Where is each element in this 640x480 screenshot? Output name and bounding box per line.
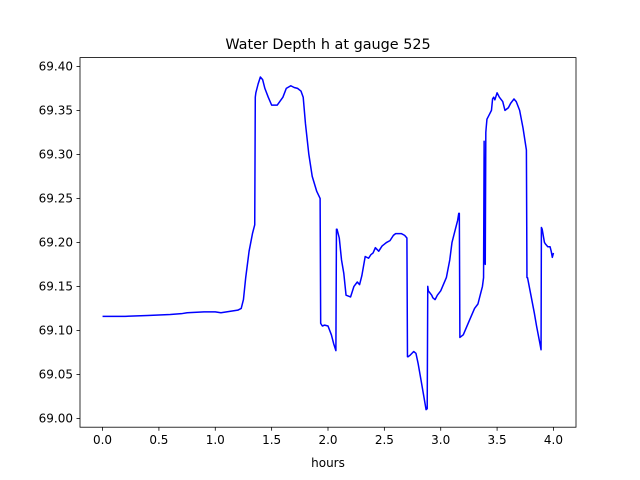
y-tick-label: 69.25: [39, 192, 73, 206]
x-tick-label: 4.0: [544, 433, 563, 447]
y-tick-label: 69.00: [39, 412, 73, 426]
x-tick-label: 2.0: [318, 433, 337, 447]
x-tick-label: 1.0: [206, 433, 225, 447]
x-tick-label: 2.5: [375, 433, 394, 447]
series-line-water-depth: [102, 76, 555, 411]
x-tick-label: 0.0: [93, 433, 112, 447]
x-tick-label: 3.0: [431, 433, 450, 447]
y-tick-label: 69.40: [39, 60, 73, 74]
y-tick-label: 69.15: [39, 280, 73, 294]
plot-frame: [79, 57, 577, 428]
x-tick-label: 1.5: [262, 433, 281, 447]
y-tick-label: 69.30: [39, 148, 73, 162]
x-axis-ticks: 0.0 0.5 1.0 1.5 2.0 2.5 3.0 3.5 4.0: [93, 427, 563, 447]
y-tick-label: 69.35: [39, 104, 73, 118]
plot-area: [80, 57, 576, 428]
y-tick-label: 69.05: [39, 368, 73, 382]
chart-title: Water Depth h at gauge 525: [225, 37, 430, 53]
y-tick-label: 69.20: [39, 236, 73, 250]
y-tick-label: 69.10: [39, 324, 73, 338]
x-axis-label: hours: [311, 456, 345, 470]
y-axis-ticks: 69.00 69.05 69.10 69.15 69.20 69.25 69.30 69.35…: [39, 60, 80, 426]
x-tick-label: 3.5: [488, 433, 507, 447]
x-tick-label: 0.5: [149, 433, 168, 447]
